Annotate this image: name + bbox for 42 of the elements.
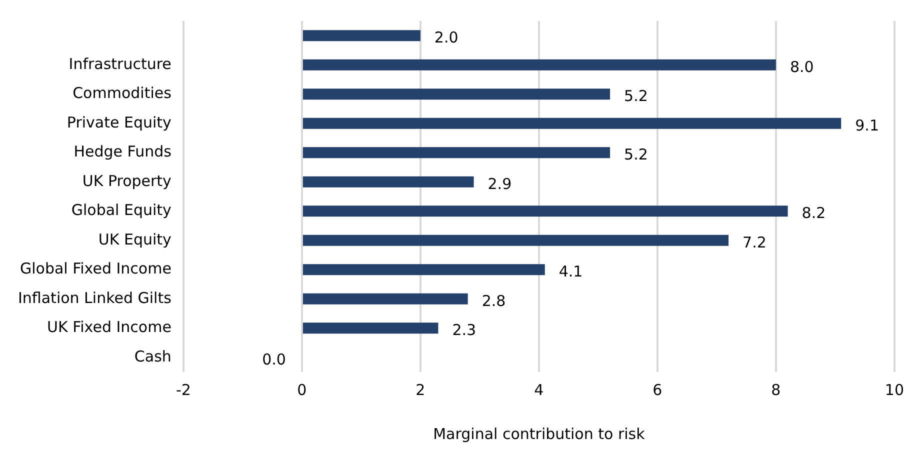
bar <box>302 59 776 70</box>
data-label: 8.0 <box>790 58 814 76</box>
bar <box>302 234 729 246</box>
y-tick-label: UK Equity <box>98 230 172 248</box>
x-tick-label: -2 <box>176 380 191 399</box>
y-tick-label: Global Fixed Income <box>20 260 172 278</box>
bar <box>302 30 420 42</box>
bar <box>302 147 610 158</box>
bar <box>302 118 842 129</box>
x-tick-label: 8 <box>771 380 781 399</box>
y-tick-label: UK Fixed Income <box>47 318 172 336</box>
y-tick-label: Commodities <box>72 84 172 102</box>
bar <box>302 176 474 188</box>
data-label: 9.1 <box>855 116 879 134</box>
bar <box>302 88 610 100</box>
data-label: 2.0 <box>434 28 458 47</box>
data-label: 2.8 <box>482 292 506 310</box>
x-tick-label: 10 <box>884 380 904 399</box>
data-label: 4.1 <box>558 262 583 281</box>
data-label: 2.9 <box>488 174 512 193</box>
x-tick-label: 0 <box>297 380 307 399</box>
bar <box>302 293 468 304</box>
y-tick-label: Private Equity <box>66 113 172 132</box>
y-tick-label: Infrastructure <box>68 54 172 73</box>
x-axis-title: Marginal contribution to risk <box>433 424 646 443</box>
y-tick-label: Inflation Linked Gilts <box>18 288 172 307</box>
data-label: 7.2 <box>742 233 766 252</box>
data-label: 0.0 <box>262 350 286 368</box>
y-tick-label: Global Equity <box>71 201 172 220</box>
y-tick-label: Cash <box>134 347 172 366</box>
bar <box>302 206 788 217</box>
data-label: 2.3 <box>452 321 476 340</box>
data-label: 5.2 <box>624 87 648 106</box>
x-tick-label: 6 <box>652 380 662 399</box>
x-tick-label: 4 <box>534 380 544 399</box>
y-tick-label: Hedge Funds <box>74 142 172 161</box>
x-tick-label: 2 <box>416 380 426 399</box>
data-label: 5.2 <box>624 146 648 164</box>
data-label: 8.2 <box>802 204 826 222</box>
y-tick-label: UK Property <box>82 172 172 190</box>
bar <box>302 264 545 276</box>
bar <box>302 322 438 334</box>
